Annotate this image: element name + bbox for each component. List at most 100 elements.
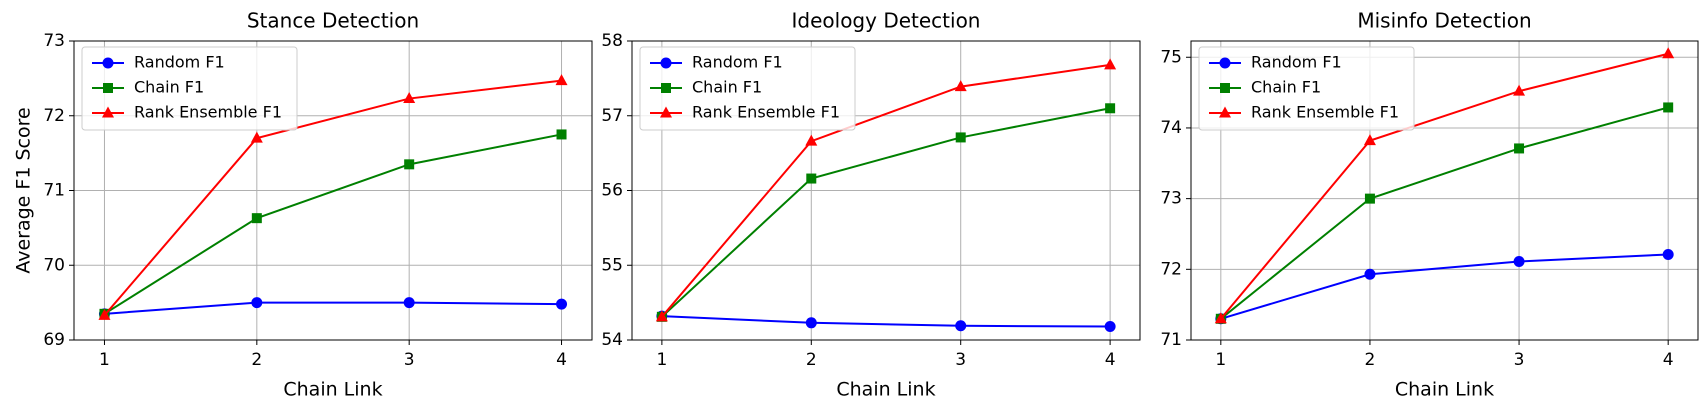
y-tick-label: 58	[601, 31, 623, 51]
y-tick-label: 54	[601, 330, 623, 350]
x-axis-label: Chain Link	[836, 379, 935, 401]
marker	[1514, 143, 1525, 154]
x-tick-label: 3	[404, 350, 415, 370]
y-tick-label: 71	[1160, 330, 1182, 350]
legend-marker	[102, 106, 114, 118]
series-line	[103, 133, 562, 315]
y-tick-label: 73	[1160, 189, 1182, 209]
marker	[251, 213, 262, 224]
marker	[1663, 102, 1674, 113]
legend-marker	[1220, 83, 1230, 93]
legend-marker	[102, 57, 114, 69]
legend-box	[81, 46, 298, 131]
marker	[655, 310, 668, 322]
marker	[1214, 312, 1227, 324]
marker	[1363, 134, 1376, 146]
marker	[556, 298, 568, 310]
marker	[250, 131, 263, 143]
legend-marker	[660, 57, 672, 69]
marker	[955, 132, 966, 143]
x-tick-label: 3	[955, 350, 966, 370]
legend-marker	[661, 83, 671, 93]
plot-frame	[73, 40, 593, 341]
legend-marker	[1219, 106, 1231, 118]
marker	[1104, 58, 1117, 70]
x-axis-label: Chain Link	[1395, 379, 1494, 401]
marker	[955, 320, 967, 332]
legend-label: Chain F1	[692, 78, 762, 97]
legend-label: Random F1	[692, 53, 783, 72]
series-line	[103, 79, 562, 316]
legend-label: Random F1	[134, 53, 225, 72]
marker	[805, 317, 817, 329]
chart-title: Ideology Detection	[792, 9, 981, 33]
y-tick-label: 72	[1160, 259, 1182, 279]
x-tick-label: 1	[1215, 350, 1226, 370]
series-line	[1220, 253, 1669, 320]
x-tick-label: 3	[1514, 350, 1525, 370]
marker	[1364, 268, 1376, 280]
marker	[251, 297, 263, 309]
chart-title: Misinfo Detection	[1357, 9, 1531, 33]
marker	[805, 134, 818, 146]
y-axis-label: Average F1 Score	[13, 107, 35, 273]
series-line	[1220, 52, 1669, 320]
legend-label: Chain F1	[134, 78, 204, 97]
legend-box	[1198, 46, 1415, 131]
y-tick-label: 70	[43, 255, 65, 275]
x-axis-label: Chain Link	[283, 379, 382, 401]
legend-marker	[1219, 57, 1231, 69]
y-tick-label: 73	[43, 31, 65, 51]
series-line	[661, 107, 1111, 318]
marker	[555, 74, 568, 86]
x-tick-label: 1	[656, 350, 667, 370]
legend-label: Chain F1	[1251, 78, 1321, 97]
marker	[1104, 321, 1116, 333]
marker	[1662, 248, 1674, 260]
y-tick-label: 75	[1160, 47, 1182, 67]
y-tick-label: 74	[1160, 118, 1182, 138]
subplot: 71 72 73 74 75 1 2 3 4 Misinfo Detection Chain Lin…	[1160, 9, 1699, 401]
x-tick-label: 4	[1663, 350, 1674, 370]
x-tick-label: 4	[556, 350, 567, 370]
plot-frame	[1190, 40, 1699, 341]
y-tick-label: 56	[601, 181, 623, 201]
legend-box	[639, 46, 856, 131]
marker	[556, 129, 567, 140]
marker	[954, 80, 967, 92]
series-line	[104, 301, 562, 315]
chart-title: Stance Detection	[247, 9, 419, 33]
marker	[806, 173, 817, 184]
marker	[1662, 47, 1675, 59]
y-tick-label: 71	[43, 181, 65, 201]
marker	[1364, 193, 1375, 204]
plot-frame	[631, 40, 1141, 341]
marker	[1513, 256, 1525, 268]
marker	[1513, 84, 1526, 96]
series-line	[1220, 106, 1669, 320]
y-tick-label: 57	[601, 106, 623, 126]
marker	[403, 92, 416, 104]
marker	[403, 297, 415, 309]
x-tick-label: 2	[1365, 350, 1376, 370]
legend-label: Random F1	[1251, 53, 1342, 72]
legend-label: Rank Ensemble F1	[1251, 103, 1399, 122]
subplot: 69 70 71 72 73 1 2 3 4 Stance Detection Chain Link…	[13, 9, 593, 401]
subplot: 54 55 56 57 58 1 2 3 4 Ideology Detection Chain Li…	[601, 9, 1141, 401]
y-tick-label: 69	[43, 330, 65, 350]
legend-marker	[103, 83, 113, 93]
marker	[1105, 103, 1116, 114]
marker	[98, 308, 111, 320]
legend-marker	[660, 106, 672, 118]
y-tick-label: 55	[601, 255, 623, 275]
series-line	[661, 315, 1111, 328]
x-tick-label: 4	[1105, 350, 1116, 370]
legend-label: Rank Ensemble F1	[692, 103, 840, 122]
marker	[404, 159, 415, 170]
x-tick-label: 2	[251, 350, 262, 370]
y-tick-label: 72	[43, 106, 65, 126]
x-tick-label: 1	[99, 350, 110, 370]
series-line	[661, 63, 1111, 318]
legend-label: Rank Ensemble F1	[134, 103, 282, 122]
